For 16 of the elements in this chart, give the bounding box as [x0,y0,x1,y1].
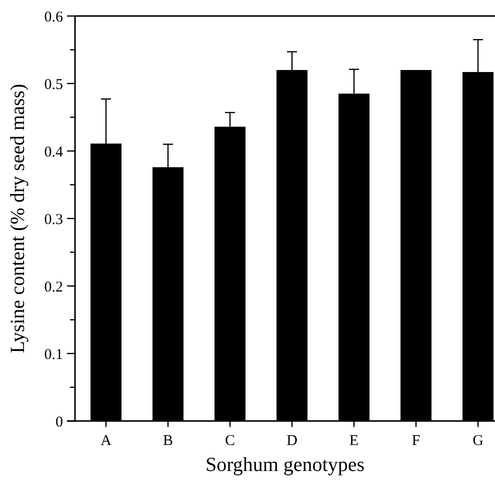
x-tick-label: A [100,433,112,449]
x-tick-label: D [286,433,298,449]
y-axis-title: Lysine content (% dry seed mass) [7,84,29,354]
x-axis-title: Sorghum genotypes [205,454,365,476]
y-tick-label: 0.3 [44,212,63,228]
y-tick-label: 0.5 [44,76,63,93]
y-tick-label: 0 [56,414,63,430]
x-tick-label: B [162,433,174,449]
y-tick-label: 0.1 [44,346,63,363]
y-tick-label: 0.6 [44,9,64,26]
x-tick-label: G [472,433,484,449]
y-tick-label: 0.2 [44,279,63,296]
x-tick-label: C [224,433,236,449]
y-tick-label: 0.4 [44,144,64,160]
x-tick-label: E [349,433,359,449]
x-tick-label: F [412,433,420,449]
